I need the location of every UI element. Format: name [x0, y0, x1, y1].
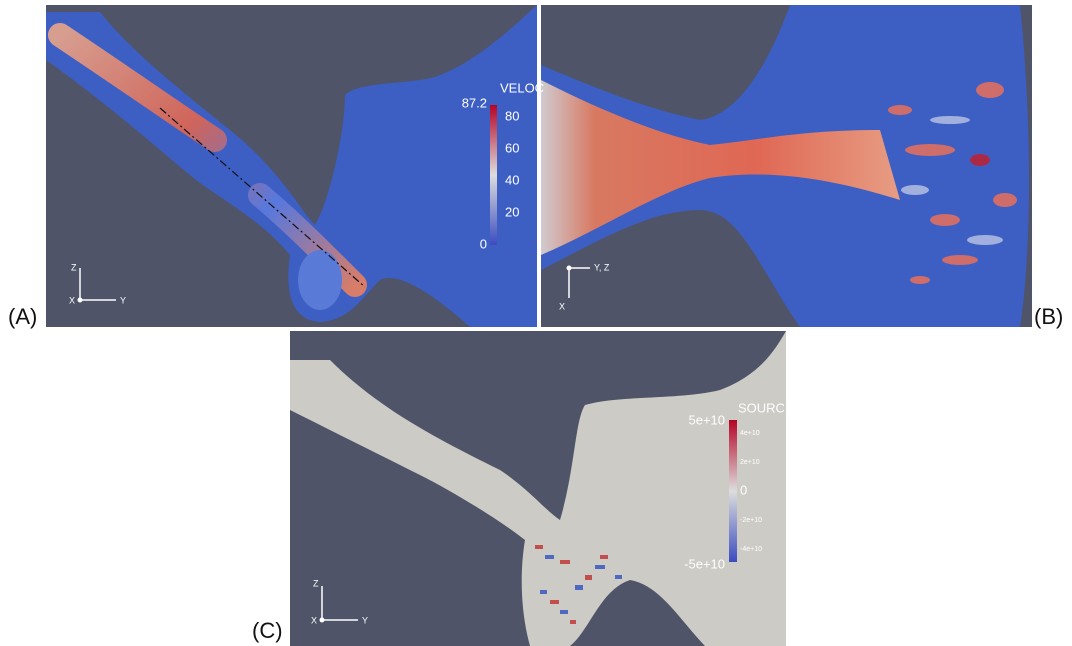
axis-label: Y: [362, 615, 368, 625]
axis-label: X: [69, 295, 75, 305]
colorbar-max: 5e+10: [688, 412, 725, 427]
panel-a: [46, 5, 537, 327]
axis-label: X: [311, 615, 317, 625]
colorbar-tick-label: -4e+10: [740, 546, 762, 553]
colorbar-tick-label: 20: [505, 204, 519, 219]
panel-label: (C): [252, 618, 283, 643]
colorbar-tick-label: 4e+10: [740, 430, 760, 437]
panel-label: (A): [8, 304, 37, 329]
colorbar-min: -5e+10: [684, 556, 725, 571]
panel-b: [541, 5, 1032, 327]
colorbar-tick-label: 2e+10: [740, 459, 760, 466]
colorbar-tick-label: 0: [740, 482, 747, 497]
colorbar-min: 0: [480, 236, 487, 251]
colorbar-tick-label: -2e+10: [740, 517, 762, 524]
axis-label: Z: [71, 262, 77, 272]
panel-label: (B): [1034, 304, 1063, 329]
axis-label: X: [559, 301, 565, 311]
figure: (A) (B) (C) Z Y X Y, Z X Z Y X VELOC 87.…: [0, 0, 1072, 646]
colorbar-max: 87.2: [462, 95, 487, 110]
colorbar-tick-label: 40: [505, 172, 519, 187]
colorbar-title: SOURCE: [738, 400, 794, 415]
axis-label: Z: [313, 578, 319, 588]
axis-label: Y, Z: [594, 262, 610, 272]
axis-label: Y: [120, 295, 126, 305]
colorbar-title: VELOC: [500, 80, 544, 95]
colorbar-tick-label: 80: [505, 108, 519, 123]
panel-c: [290, 331, 786, 646]
colorbar-tick-label: 60: [505, 140, 519, 155]
